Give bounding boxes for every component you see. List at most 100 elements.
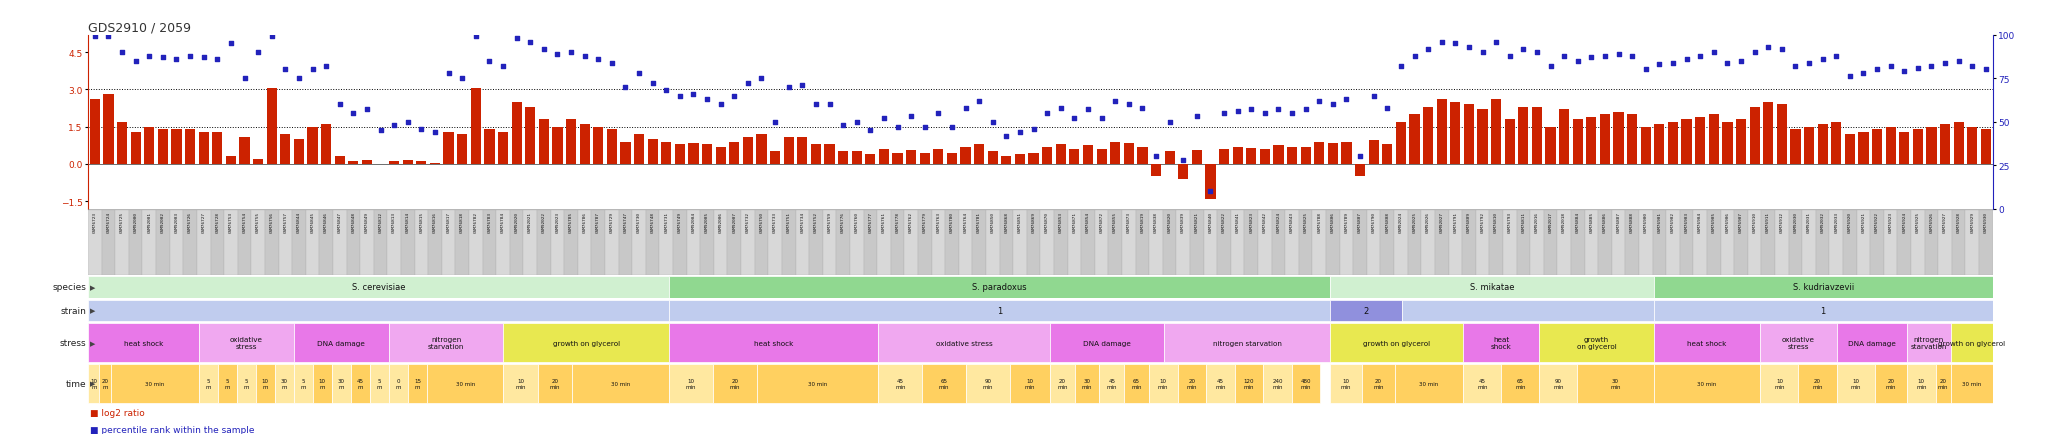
Bar bbox=[1233, 147, 1243, 164]
Text: GSM92005: GSM92005 bbox=[705, 212, 709, 233]
Bar bbox=[256, 365, 274, 403]
Text: 30 min: 30 min bbox=[1419, 381, 1438, 386]
Bar bbox=[809, 210, 823, 275]
Point bbox=[78, 34, 111, 41]
Bar bbox=[686, 210, 700, 275]
Point bbox=[1167, 157, 1200, 164]
Bar bbox=[1679, 210, 1694, 275]
Point bbox=[1030, 110, 1063, 117]
Bar bbox=[483, 210, 496, 275]
Text: GSM92023: GSM92023 bbox=[555, 212, 559, 233]
Bar bbox=[1655, 125, 1665, 164]
Text: 20
m: 20 m bbox=[102, 378, 109, 389]
Text: GSM92030: GSM92030 bbox=[1794, 212, 1798, 233]
Bar bbox=[825, 145, 836, 164]
Point bbox=[948, 105, 981, 112]
Bar bbox=[1804, 127, 1815, 164]
Bar bbox=[274, 365, 293, 403]
Text: ▶: ▶ bbox=[90, 381, 96, 387]
Bar bbox=[414, 210, 428, 275]
Text: GSM76747: GSM76747 bbox=[623, 212, 627, 233]
Bar bbox=[1954, 122, 1964, 164]
Bar bbox=[674, 145, 684, 164]
Bar bbox=[199, 132, 209, 164]
Point bbox=[1018, 126, 1051, 133]
Bar bbox=[1540, 324, 1653, 362]
Bar bbox=[635, 135, 645, 164]
Point bbox=[1481, 39, 1513, 46]
Bar bbox=[1477, 110, 1487, 164]
Text: GSM76900: GSM76900 bbox=[1645, 212, 1649, 233]
Point bbox=[922, 110, 954, 117]
Bar bbox=[1264, 365, 1292, 403]
Bar bbox=[1817, 125, 1827, 164]
Bar bbox=[1231, 210, 1245, 275]
Point bbox=[1425, 39, 1458, 46]
Text: GSM76910: GSM76910 bbox=[1753, 212, 1757, 233]
Bar bbox=[551, 210, 563, 275]
Bar bbox=[389, 324, 504, 362]
Point bbox=[1071, 107, 1104, 114]
Bar bbox=[217, 365, 238, 403]
Point bbox=[1249, 110, 1282, 117]
Bar bbox=[1937, 210, 1952, 275]
Text: GSM92027: GSM92027 bbox=[1440, 212, 1444, 233]
Text: 5
m: 5 m bbox=[301, 378, 305, 389]
Text: GSM76760: GSM76760 bbox=[854, 212, 858, 233]
Text: nitrogen starvation: nitrogen starvation bbox=[1212, 340, 1282, 346]
Text: 45
min: 45 min bbox=[895, 378, 905, 389]
Text: GSM76791: GSM76791 bbox=[1454, 212, 1458, 233]
Bar bbox=[1124, 365, 1149, 403]
Text: GSM76925: GSM76925 bbox=[1915, 212, 1919, 233]
Text: GSM76723: GSM76723 bbox=[92, 212, 96, 233]
Bar bbox=[1329, 300, 1403, 322]
Bar bbox=[662, 142, 672, 164]
Text: GSM92024: GSM92024 bbox=[1399, 212, 1403, 233]
Bar bbox=[498, 132, 508, 164]
Bar bbox=[1204, 210, 1217, 275]
Point bbox=[758, 119, 791, 126]
Text: GSM76873: GSM76873 bbox=[1126, 212, 1130, 233]
Text: GSM76816: GSM76816 bbox=[432, 212, 436, 233]
Text: GSM76853: GSM76853 bbox=[1059, 212, 1063, 233]
Text: 30
m: 30 m bbox=[281, 378, 287, 389]
Bar bbox=[1858, 210, 1870, 275]
Bar bbox=[1968, 127, 1978, 164]
Bar bbox=[401, 210, 414, 275]
Point bbox=[1194, 188, 1227, 195]
Bar bbox=[797, 137, 807, 164]
Text: oxidative stress: oxidative stress bbox=[936, 340, 993, 346]
Text: 20
min: 20 min bbox=[1374, 378, 1384, 389]
Bar bbox=[293, 365, 313, 403]
Bar bbox=[1518, 108, 1528, 164]
Text: 10
m: 10 m bbox=[90, 378, 96, 389]
Bar bbox=[852, 152, 862, 164]
Text: GSM76751: GSM76751 bbox=[786, 212, 791, 233]
Point bbox=[1370, 105, 1403, 112]
Bar bbox=[604, 210, 618, 275]
Bar bbox=[266, 89, 276, 164]
Bar bbox=[1206, 365, 1235, 403]
Text: GSM76855: GSM76855 bbox=[1114, 212, 1118, 233]
Text: GSM76922: GSM76922 bbox=[1876, 212, 1880, 233]
Bar bbox=[1315, 142, 1325, 164]
Bar bbox=[1235, 365, 1264, 403]
Point bbox=[1915, 63, 1948, 70]
Text: GSM76777: GSM76777 bbox=[868, 212, 872, 233]
Bar bbox=[346, 210, 360, 275]
Text: GSM76764: GSM76764 bbox=[963, 212, 967, 233]
Text: ▶: ▶ bbox=[90, 340, 96, 346]
Point bbox=[541, 51, 573, 58]
Text: GSM76872: GSM76872 bbox=[1100, 212, 1104, 233]
Bar bbox=[1597, 210, 1612, 275]
Bar bbox=[1898, 132, 1909, 164]
Text: GSM76811: GSM76811 bbox=[1522, 212, 1526, 233]
Bar bbox=[1407, 210, 1421, 275]
Point bbox=[1751, 44, 1784, 51]
Text: ■ percentile rank within the sample: ■ percentile rank within the sample bbox=[90, 425, 254, 434]
Bar bbox=[1980, 130, 1991, 164]
Point bbox=[418, 129, 451, 136]
Bar bbox=[88, 365, 100, 403]
Bar bbox=[618, 210, 633, 275]
Bar bbox=[1747, 210, 1761, 275]
